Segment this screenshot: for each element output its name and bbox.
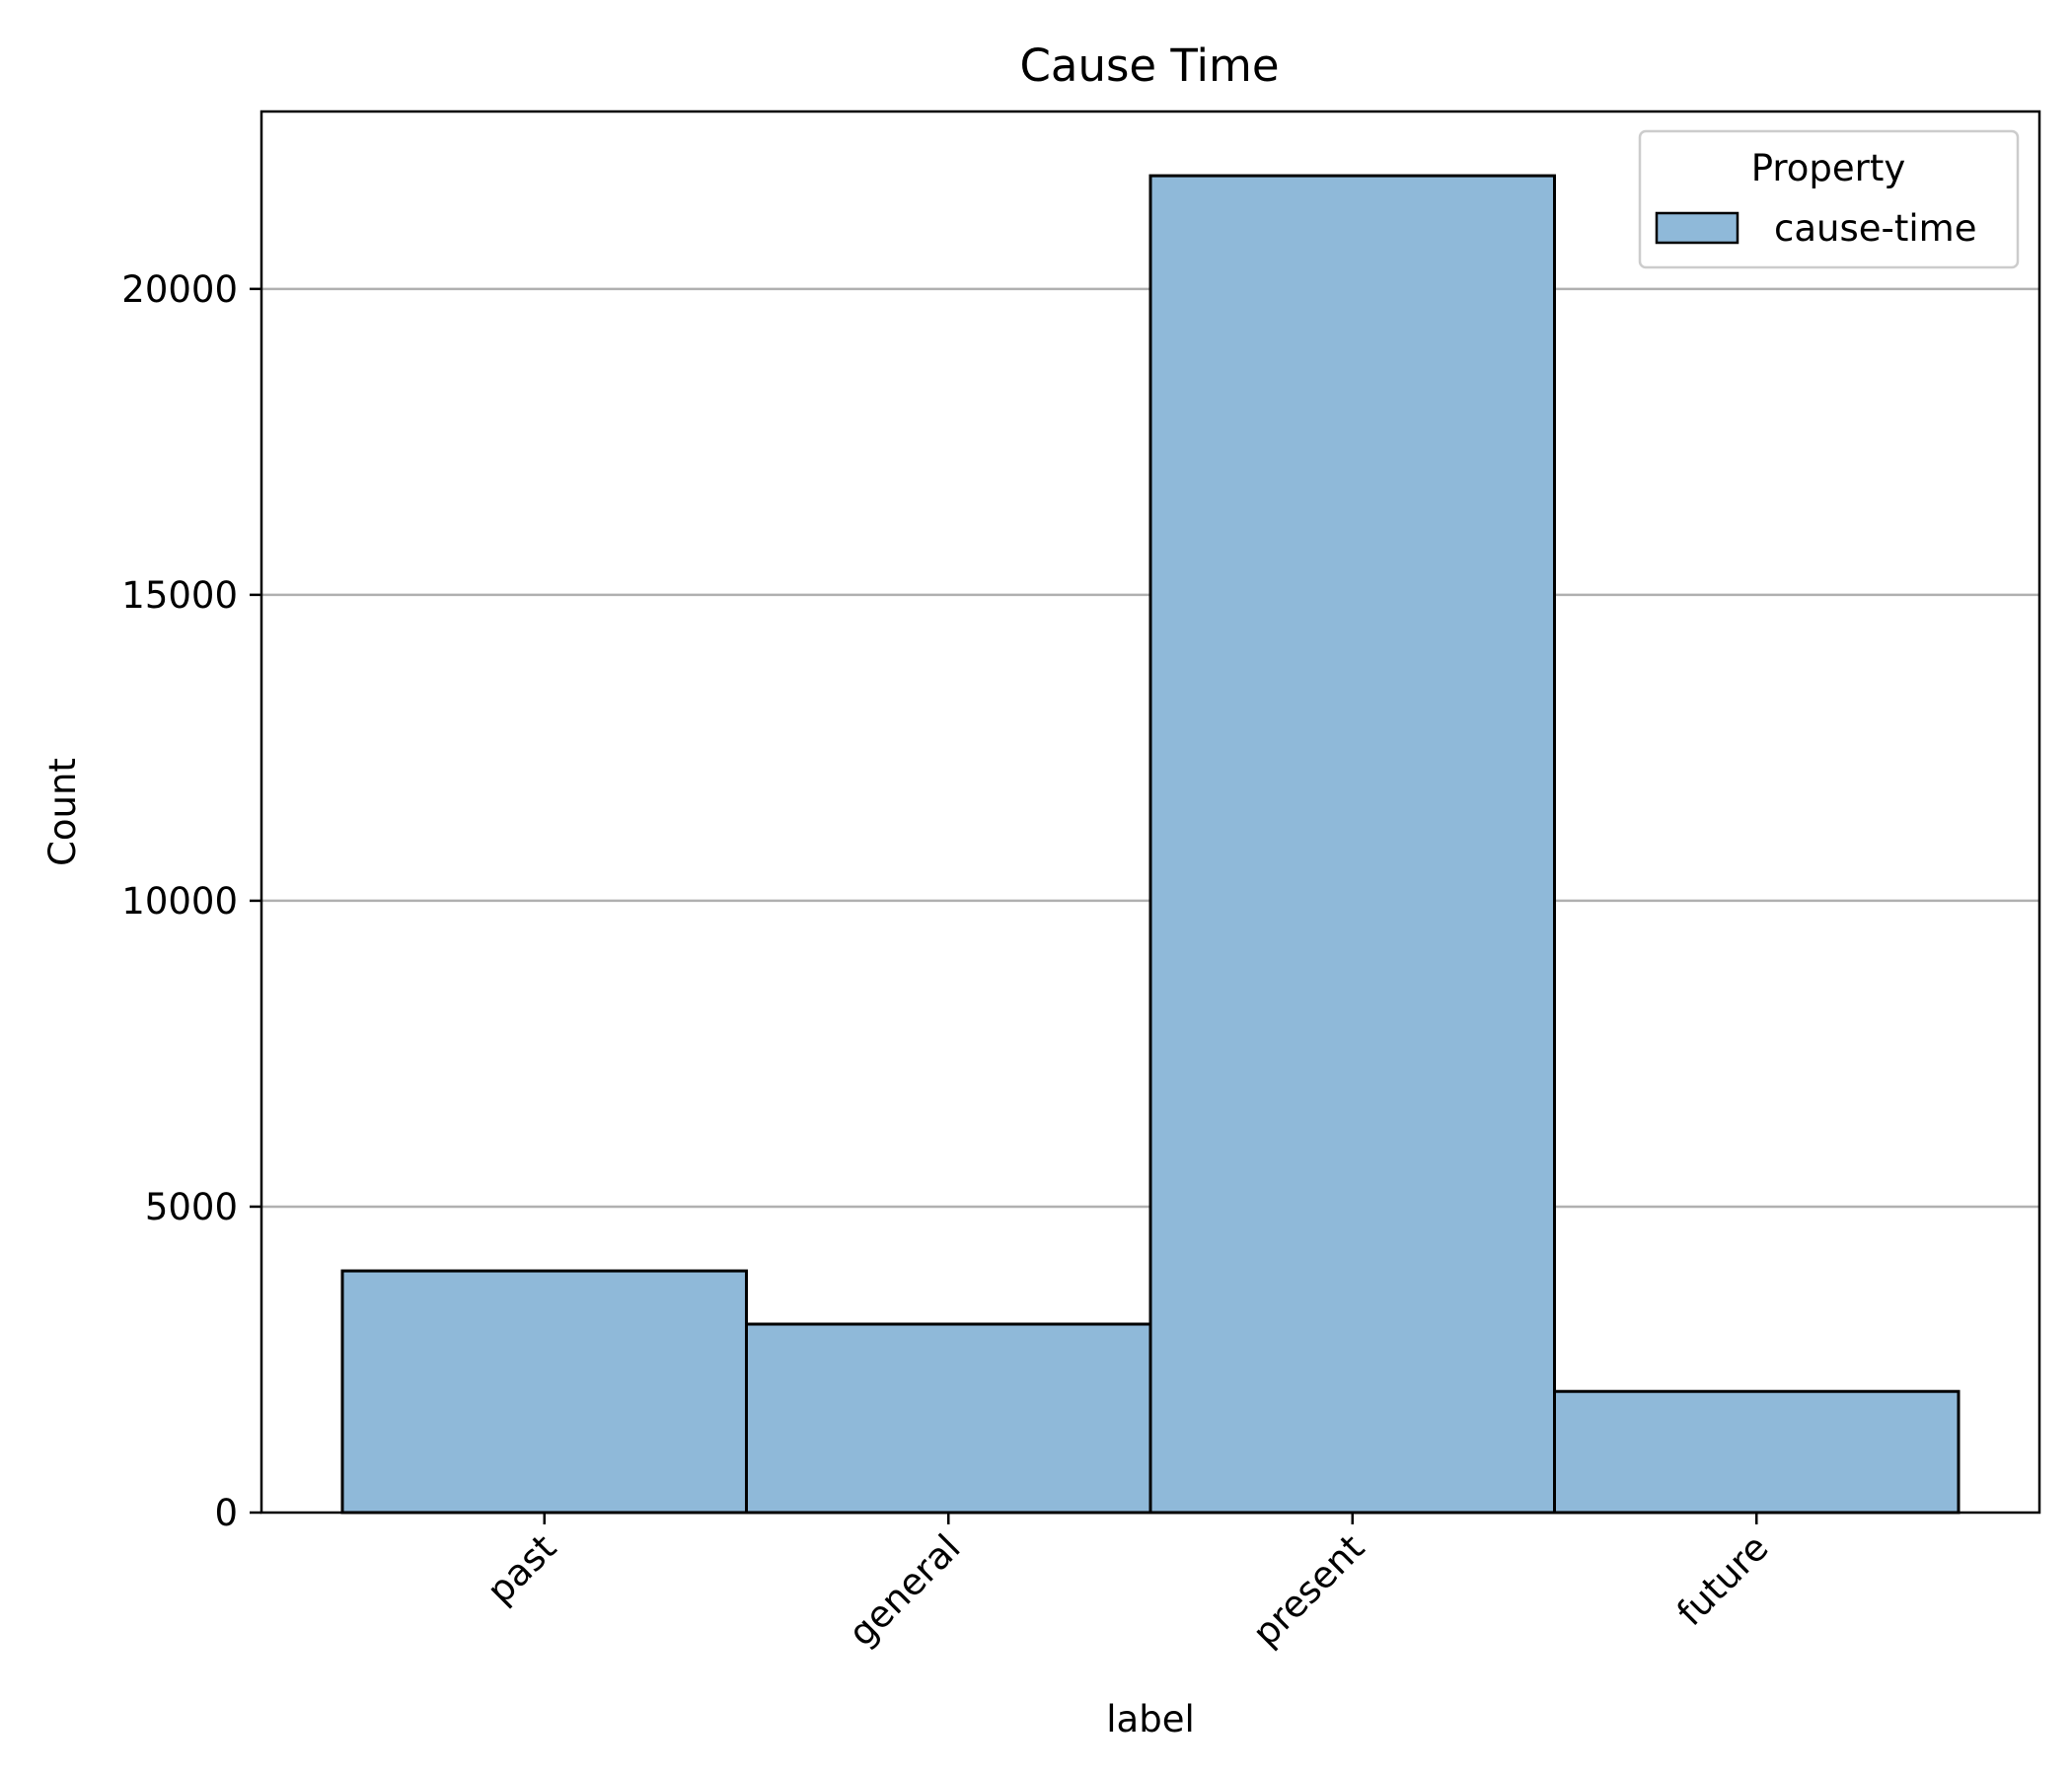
y-tick-label: 20000 [121, 268, 238, 311]
plot-frame [259, 110, 2041, 1515]
legend: Property cause-time [1638, 129, 2020, 269]
legend-title: Property [1751, 147, 1906, 189]
bars [340, 174, 1961, 1515]
y-tick-label: 0 [214, 1492, 238, 1534]
chart-title: Cause Time [1019, 39, 1279, 92]
x-axis-label: label [1106, 1698, 1194, 1740]
y-axis-label: Count [41, 758, 84, 866]
y-tick-label: 5000 [145, 1186, 238, 1228]
legend-entry-label: cause-time [1774, 207, 1976, 250]
bar-present [1148, 174, 1556, 1515]
bar-future [1553, 1389, 1961, 1515]
y-tick-label: 10000 [121, 880, 238, 923]
legend-swatch [1655, 211, 1739, 245]
bar-past [340, 1269, 748, 1515]
bar-general [745, 1322, 1152, 1515]
y-tick-label: 15000 [121, 574, 238, 617]
